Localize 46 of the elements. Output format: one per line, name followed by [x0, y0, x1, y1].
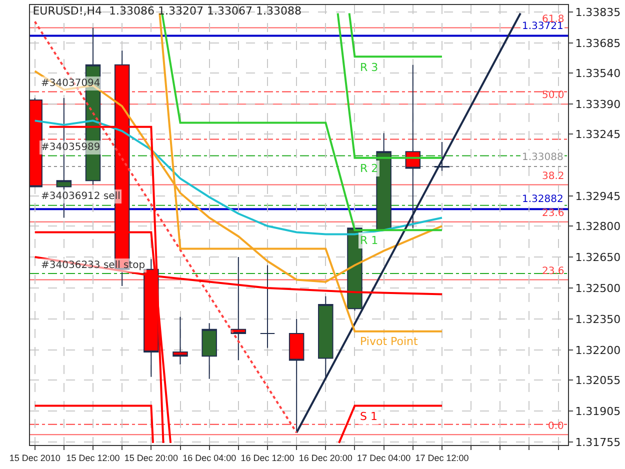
candlestick	[202, 322, 217, 380]
annotation: 0.0	[548, 421, 564, 432]
candlestick	[172, 316, 188, 365]
annotation: 50.0	[542, 90, 564, 101]
annotation: 23.6	[542, 208, 564, 219]
x-tick-label: 17 Dec 12:00	[415, 452, 469, 463]
x-tick-label: 15 Dec 20:00	[124, 452, 178, 463]
candlestick	[318, 296, 334, 378]
y-tick-label: 1.32500	[575, 282, 621, 295]
x-tick-label: 15 Dec 12:00	[66, 452, 120, 463]
annotation: #34036233 sell stop	[41, 260, 146, 271]
chart-title: EURUSD!,H4 1.33086 1.33207 1.33067 1.33088	[32, 4, 302, 18]
y-tick-label: 1.32055	[575, 374, 621, 387]
x-tick-label: 15 Dec 2010	[9, 452, 60, 463]
series-label: R 3	[360, 61, 378, 74]
candlestick	[434, 141, 450, 172]
line-series	[34, 120, 443, 236]
candlestick	[376, 132, 392, 231]
x-tick-label: 16 Dec 20:00	[298, 452, 352, 463]
x-tick-label: 16 Dec 04:00	[182, 452, 236, 463]
y-tick-label: 1.32350	[575, 312, 621, 326]
annotation: #34035989	[41, 142, 100, 153]
y-tick-label: 1.32800	[575, 220, 621, 233]
y-tick-label: 1.32200	[575, 344, 621, 357]
y-tick-label: 1.33540	[575, 67, 621, 80]
series-label: R 1	[360, 234, 378, 247]
y-tick-label: 1.32650	[575, 250, 621, 264]
ref-line-label: 1.32882	[522, 194, 564, 205]
annotation: 38.2	[542, 171, 564, 182]
y-tick-label: 1.31755	[575, 436, 621, 449]
y-tick-label: 1.33835	[575, 6, 621, 20]
ref-line-label: 1.33088	[522, 152, 564, 163]
annotation: 23.6	[542, 266, 564, 277]
y-tick-label: 1.33685	[575, 37, 621, 50]
x-tick-label: 16 Dec 12:00	[240, 452, 294, 463]
series-label: S 1	[360, 410, 378, 423]
x-tick-label: 17 Dec 04:00	[357, 452, 411, 463]
y-tick-label: 1.33245	[575, 128, 621, 141]
series-label: R 2	[360, 162, 378, 175]
series-label: Pivot Point	[360, 335, 418, 348]
y-tick-label: 1.33390	[575, 98, 621, 111]
annotation: #34036912 sell	[41, 191, 120, 202]
annotation: #34037094	[41, 78, 100, 89]
y-tick-label: 1.32945	[575, 190, 621, 203]
candlestick	[260, 264, 276, 348]
y-tick-label: 1.31905	[575, 404, 621, 418]
